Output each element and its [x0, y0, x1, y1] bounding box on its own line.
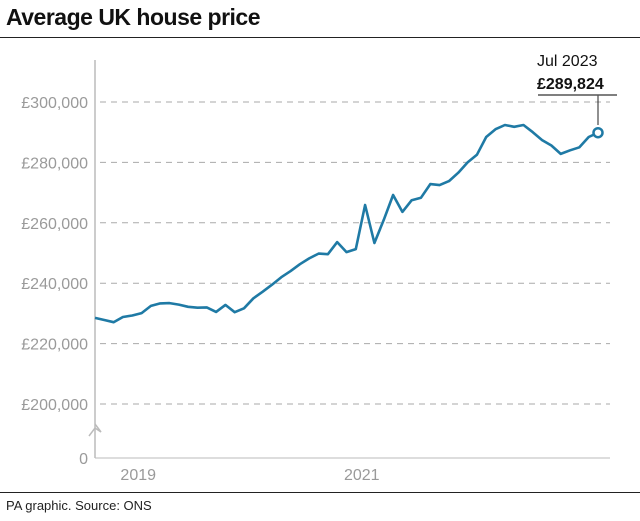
- title-divider: [0, 37, 640, 38]
- chart-title: Average UK house price: [6, 4, 261, 30]
- series-line-average-price: [94, 123, 599, 324]
- x-axis-ticks: 2019 2021: [120, 467, 379, 484]
- y-tick-label: £280,000: [21, 155, 88, 172]
- y-tick-label-zero: 0: [79, 451, 88, 468]
- annotation-value: £289,824: [537, 76, 604, 93]
- y-tick-label: £260,000: [21, 216, 88, 233]
- footer-divider: [0, 492, 640, 493]
- latest-point-marker: [592, 126, 604, 139]
- source-note: PA graphic. Source: ONS: [6, 498, 152, 513]
- x-tick-label: 2019: [120, 467, 156, 484]
- annotation-date: Jul 2023: [537, 53, 598, 70]
- y-tick-label: £200,000: [21, 397, 88, 414]
- y-tick-label: £240,000: [21, 276, 88, 293]
- gridlines: [100, 101, 610, 405]
- y-axis-ticks: £300,000 £280,000 £260,000 £240,000 £220,000…: [21, 95, 88, 468]
- y-tick-label: £300,000: [21, 95, 88, 112]
- axis-break-icon: [88, 423, 102, 437]
- x-tick-label: 2021: [344, 467, 380, 484]
- y-tick-label: £220,000: [21, 337, 88, 354]
